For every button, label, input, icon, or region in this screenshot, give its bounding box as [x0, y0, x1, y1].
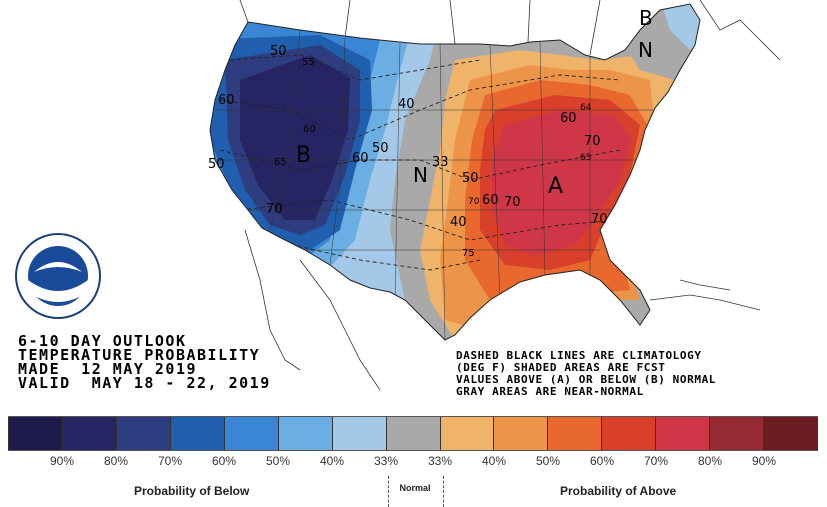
state-lines: [210, 29, 660, 340]
contour-label: 60: [482, 193, 499, 208]
legend-tick: 33%: [427, 454, 453, 468]
legend-color-bar: [8, 416, 819, 451]
contour-label: 70: [468, 197, 480, 207]
legend-below-caption: Probability of Below: [134, 484, 250, 498]
legend-tick: 40%: [481, 454, 507, 468]
region-letter-southeast: A: [548, 174, 563, 199]
probability-shading: [210, 4, 700, 340]
legend-swatch: [656, 417, 711, 450]
legend-swatch: [116, 417, 171, 450]
outlook-subtitle: TEMPERATURE PROBABILITY: [18, 346, 261, 364]
legend-tick: 90%: [49, 454, 75, 468]
legend-tick: 33%: [373, 454, 399, 468]
contour-label: 75: [462, 248, 475, 259]
legend-tick: 60%: [589, 454, 615, 468]
region-letter-west: B: [296, 143, 311, 168]
legend-swatch: [764, 417, 819, 450]
contour-labels: 50 55 60 60 50 65 70 50 60 40 33 50 40 7…: [208, 44, 608, 259]
contour-label: 64: [580, 103, 592, 113]
contour-label: 55: [302, 57, 315, 68]
legend-above-caption: Probability of Above: [560, 484, 677, 498]
legend-swatch: [332, 417, 387, 450]
contour-label: 60: [352, 151, 369, 166]
legend-tick: 90%: [751, 454, 777, 468]
legend-tick: 50%: [535, 454, 561, 468]
note-line: GRAY AREAS ARE NEAR-NORMAL: [456, 385, 644, 398]
contour-label: 70: [584, 134, 601, 149]
outlook-map: B N A B N 50 55 60 60 50 65 70 50 60 40 …: [208, 0, 781, 391]
legend-normal-bracket: [388, 476, 444, 507]
noaa-logo: NOAA: [14, 232, 102, 324]
contour-label: 70: [504, 195, 521, 210]
legend-swatch: [62, 417, 117, 450]
legend-tick: 60%: [211, 454, 237, 468]
legend-tick: 50%: [265, 454, 291, 468]
legend-swatch: [494, 417, 549, 450]
made-date: MADE 12 MAY 2019: [18, 360, 198, 378]
note-line: DASHED BLACK LINES ARE CLIMATOLOGY: [456, 349, 702, 362]
legend-swatch: [224, 417, 279, 450]
legend-tick: 40%: [319, 454, 345, 468]
legend-tick: 70%: [643, 454, 669, 468]
legend-swatch: [8, 417, 63, 450]
contour-label: 65: [580, 153, 591, 163]
contour-label: 50: [270, 44, 287, 59]
land-outlines: [239, 0, 781, 391]
legend-swatch: [386, 417, 441, 450]
legend-swatch: [710, 417, 765, 450]
note-line: (DEG F) SHADED AREAS ARE FCST: [456, 361, 666, 374]
legend-swatch: [602, 417, 657, 450]
contour-label: 60: [303, 124, 316, 135]
conus-outline: [209, 3, 701, 341]
contour-label: 60: [560, 111, 577, 126]
contour-label: 33: [432, 155, 449, 170]
contour-label: 70: [591, 212, 608, 227]
valid-dates: VALID MAY 18 - 22, 2019: [18, 374, 271, 392]
contour-label: 50: [372, 141, 389, 156]
legend-tick: 80%: [697, 454, 723, 468]
contour-label: 70: [266, 202, 283, 217]
region-letter-plains: N: [413, 163, 428, 187]
region-letter-northeast-n: N: [638, 38, 653, 62]
contour-label: 50: [462, 171, 479, 186]
contour-label: 50: [208, 157, 225, 172]
climatology-lines: [219, 54, 621, 271]
outlook-title: 6-10 DAY OUTLOOK: [18, 332, 187, 350]
contour-label: 40: [450, 215, 467, 230]
legend-swatch: [170, 417, 225, 450]
region-letter-northeast-b: B: [639, 6, 653, 30]
noaa-logo-text: NOAA: [42, 270, 74, 281]
contour-label: 65: [274, 157, 287, 168]
note-line: VALUES ABOVE (A) OR BELOW (B) NORMAL: [456, 373, 717, 386]
legend-tick: 80%: [103, 454, 129, 468]
outlook-title-block: 6-10 DAY OUTLOOK TEMPERATURE PROBABILITY…: [18, 332, 271, 392]
legend-tick: 70%: [157, 454, 183, 468]
contour-label: 60: [218, 93, 235, 108]
legend-swatch: [548, 417, 603, 450]
legend-swatch: [440, 417, 495, 450]
map-notes: DASHED BLACK LINES ARE CLIMATOLOGY (DEG …: [456, 350, 716, 398]
legend-swatch: [278, 417, 333, 450]
legend-normal-caption: Normal: [399, 483, 431, 493]
contour-label: 40: [398, 97, 415, 112]
